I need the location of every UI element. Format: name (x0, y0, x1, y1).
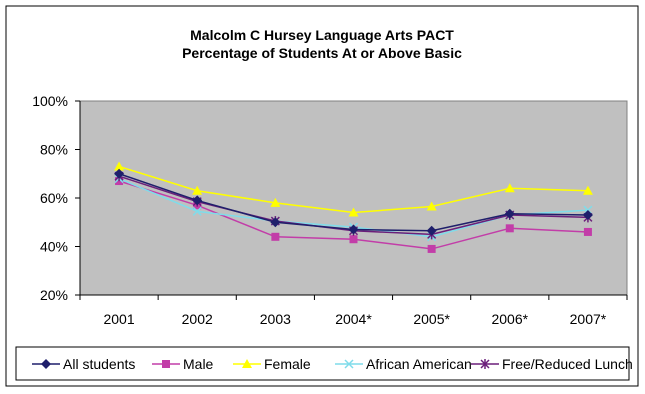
square-marker (162, 360, 170, 368)
x-tick-label: 2002 (182, 311, 213, 327)
y-axis: 20% 40% 60% 80% 100% (32, 93, 81, 303)
legend-label: African American (366, 356, 472, 372)
data-point (348, 207, 359, 217)
x-tick-label: 2004* (335, 311, 372, 327)
data-point (348, 224, 359, 235)
series-all_students (114, 168, 593, 236)
series-female (114, 161, 593, 217)
square-marker (271, 232, 280, 241)
square-marker (427, 244, 436, 253)
diamond-marker (504, 208, 515, 219)
triangle-marker (348, 207, 359, 217)
square-marker (505, 224, 514, 233)
square-marker (583, 227, 592, 236)
data-point (349, 235, 358, 244)
data-point (505, 224, 514, 233)
legend-marker (162, 360, 170, 368)
legend-marker (480, 359, 490, 369)
triangle-marker (426, 201, 437, 211)
legend-item-african_american: African American (335, 356, 472, 372)
x-tick-label: 2006* (491, 311, 528, 327)
data-point (583, 227, 592, 236)
x-tick-label: 2005* (413, 311, 450, 327)
data-point (114, 161, 125, 171)
legend-label: Free/Reduced Lunch (502, 356, 633, 372)
square-marker (349, 235, 358, 244)
data-point (270, 197, 281, 207)
data-point (270, 217, 281, 228)
legend-item-male: Male (152, 356, 214, 372)
triangle-marker (270, 197, 281, 207)
data-point (192, 206, 202, 216)
legend-label: Male (183, 356, 214, 372)
legend-label: Female (264, 356, 311, 372)
data-point (504, 208, 515, 219)
legend-marker (242, 359, 252, 368)
diamond-marker (348, 224, 359, 235)
y-tick-label: 40% (40, 239, 68, 255)
triangle-marker (504, 183, 515, 193)
y-tick-label: 100% (32, 93, 68, 109)
y-tick-label: 80% (40, 142, 68, 158)
y-tick-label: 60% (40, 190, 68, 206)
data-point (114, 168, 125, 179)
series-layer (114, 161, 593, 253)
x-marker-stroke (344, 359, 354, 369)
diamond-marker (192, 195, 203, 206)
diamond-marker (426, 225, 437, 236)
triangle-marker (582, 185, 593, 195)
legend-frame (15, 346, 630, 381)
data-point (582, 209, 593, 220)
data-point (426, 225, 437, 236)
chart-title: Malcolm C Hursey Language Arts PACT (190, 27, 454, 43)
x-tick-label: 2007* (570, 311, 607, 327)
x-tick-label: 2001 (103, 311, 134, 327)
data-point (582, 185, 593, 195)
x-axis: 2001 2002 2003 2004* 2005* 2006* 2007* (79, 294, 628, 327)
triangle-marker (114, 161, 125, 171)
data-point (192, 195, 203, 206)
triangle-marker (192, 185, 203, 195)
y-tick-label: 20% (40, 287, 68, 303)
plot-area (79, 100, 628, 296)
data-point (192, 185, 203, 195)
legend-item-all_students: All students (32, 356, 135, 372)
legend-marker (344, 359, 354, 369)
diamond-marker (41, 359, 51, 369)
legend-label: All students (63, 356, 135, 372)
data-point (271, 232, 280, 241)
legend-marker (41, 359, 51, 369)
data-point (504, 183, 515, 193)
chart-subtitle: Percentage of Students At or Above Basic (182, 45, 462, 61)
x-marker-stroke (192, 206, 202, 216)
legend: All students Male Female African American Fr… (32, 356, 633, 372)
data-point (426, 201, 437, 211)
diamond-marker (114, 168, 125, 179)
diamond-marker (582, 209, 593, 220)
triangle-marker (242, 359, 252, 368)
legend-item-free_reduced_lunch: Free/Reduced Lunch (471, 356, 633, 372)
legend-item-female: Female (233, 356, 311, 372)
data-point (427, 244, 436, 253)
x-tick-label: 2003 (260, 311, 291, 327)
diamond-marker (270, 217, 281, 228)
